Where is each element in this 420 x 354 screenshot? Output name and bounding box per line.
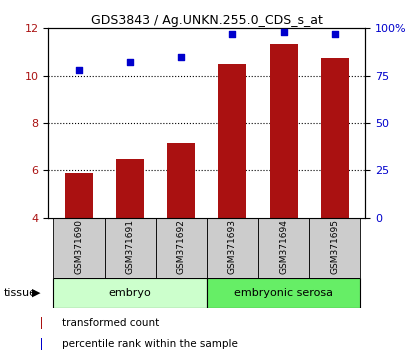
Bar — [258, 218, 309, 278]
Text: GSM371695: GSM371695 — [330, 219, 339, 274]
Text: ▶: ▶ — [32, 288, 40, 298]
Text: GSM371690: GSM371690 — [74, 219, 84, 274]
Bar — [116, 159, 144, 218]
Bar — [320, 58, 349, 218]
Bar — [207, 218, 258, 278]
Bar — [53, 278, 207, 308]
Bar — [53, 218, 105, 278]
Text: GSM371694: GSM371694 — [279, 219, 288, 274]
Text: percentile rank within the sample: percentile rank within the sample — [62, 339, 238, 349]
Point — [229, 31, 236, 37]
Bar — [218, 64, 247, 218]
Bar — [270, 44, 298, 218]
Text: embryo: embryo — [109, 288, 152, 298]
Text: transformed count: transformed count — [62, 318, 159, 327]
Bar — [156, 218, 207, 278]
Bar — [309, 218, 360, 278]
Bar — [105, 218, 156, 278]
Point — [331, 31, 338, 37]
Text: GSM371691: GSM371691 — [126, 219, 135, 274]
Title: GDS3843 / Ag.UNKN.255.0_CDS_s_at: GDS3843 / Ag.UNKN.255.0_CDS_s_at — [91, 14, 323, 27]
Point — [280, 29, 287, 35]
Point — [178, 54, 185, 59]
Bar — [167, 143, 195, 218]
Point — [76, 67, 82, 73]
Text: tissue: tissue — [4, 288, 37, 298]
Bar — [65, 173, 93, 218]
Point — [127, 59, 134, 65]
Text: embryonic serosa: embryonic serosa — [234, 288, 333, 298]
Text: GSM371692: GSM371692 — [177, 219, 186, 274]
Bar — [207, 278, 360, 308]
Text: GSM371693: GSM371693 — [228, 219, 237, 274]
